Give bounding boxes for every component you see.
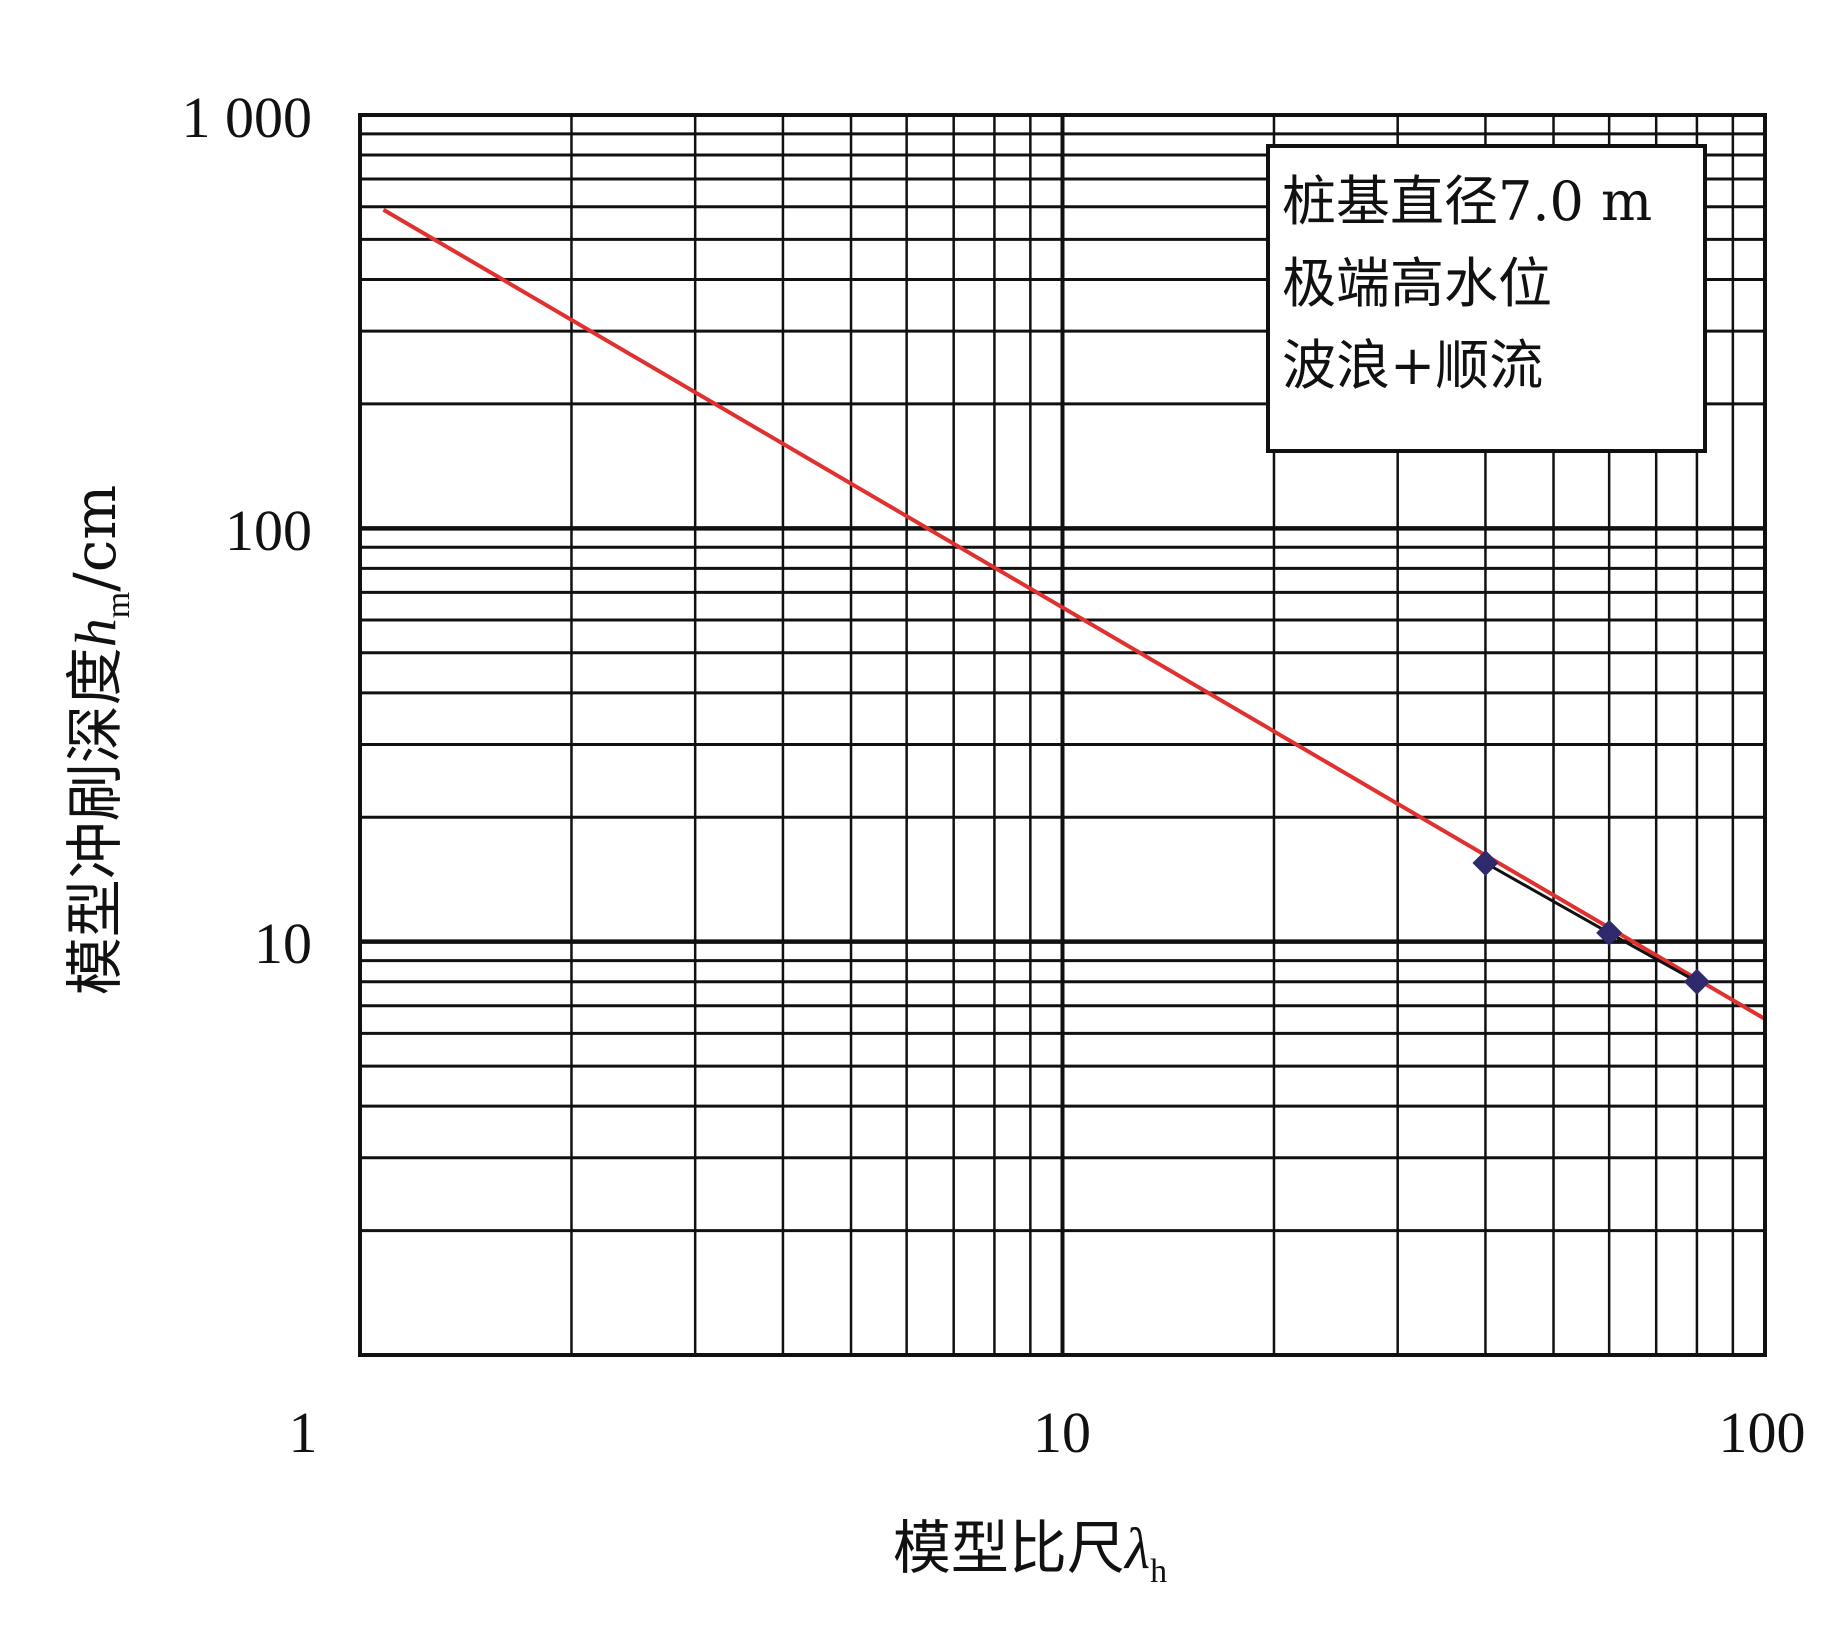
y-tick-label-100: 100 [225, 498, 312, 563]
annotation-box: 桩基直径7.0 m 极端高水位 波浪+顺流 [1266, 144, 1707, 453]
y-axis-title: 模型冲刷深度hm/cm [61, 485, 137, 996]
x-tick-label-10: 10 [1033, 1400, 1091, 1465]
plot-frame [358, 113, 1767, 1357]
data-point [1683, 968, 1710, 995]
data-point [1596, 919, 1623, 946]
annotation-line-1: 桩基直径7.0 m [1282, 170, 1652, 233]
y-tick-label-1000: 1 000 [182, 85, 313, 150]
data-point [1472, 849, 1499, 876]
annotation-line-2: 极端高水位 [1282, 252, 1552, 315]
measured-line [1484, 861, 1698, 984]
y-tick-label-10: 10 [254, 911, 312, 976]
series-layer [382, 207, 1767, 1021]
annotation-line-3: 波浪+顺流 [1282, 334, 1543, 397]
x-tick-label-1: 1 [289, 1400, 318, 1465]
x-tick-label-100: 100 [1719, 1400, 1806, 1465]
annotation-frame [1266, 144, 1707, 453]
fit-line [382, 207, 1767, 1021]
x-axis-title: 模型比尺λh [893, 1514, 1167, 1590]
